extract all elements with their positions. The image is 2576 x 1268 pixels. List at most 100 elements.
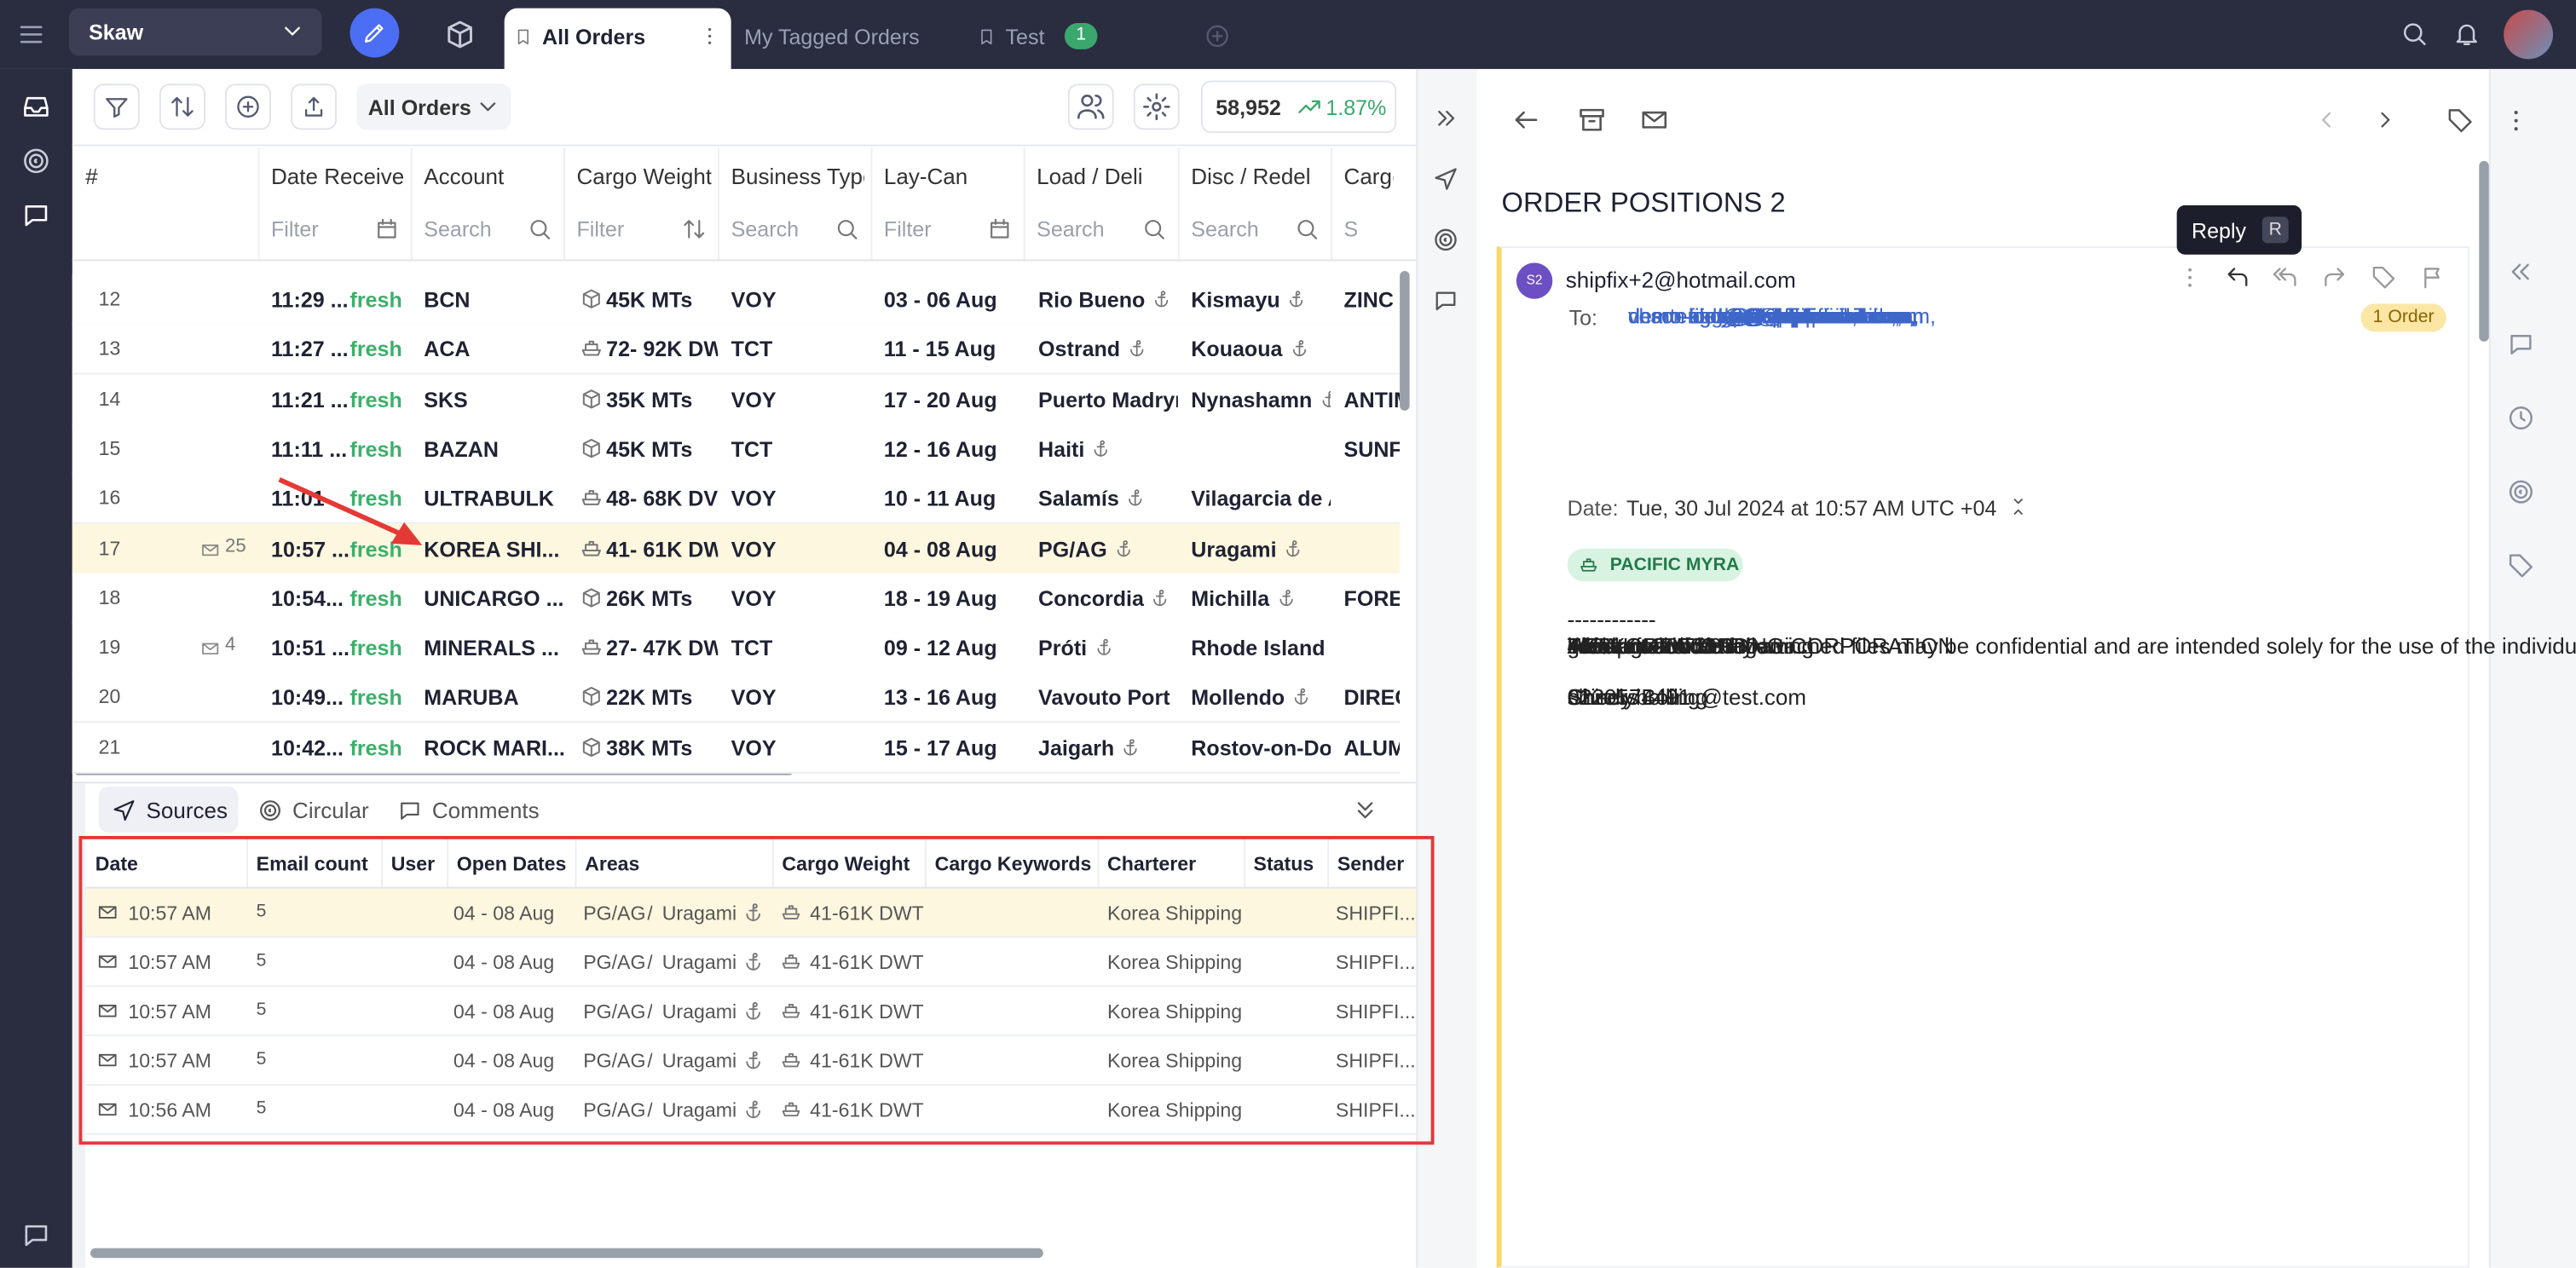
icon[interactable] [1511,105,1541,135]
icon[interactable] [21,92,51,122]
v-scrollbar[interactable] [1400,271,1410,411]
column-header[interactable]: Account [424,164,505,189]
filter-input[interactable]: Search [424,216,492,242]
column-header[interactable]: Lay-Can [883,164,968,189]
icon[interactable] [258,798,283,823]
source-header[interactable]: Cargo Weight [782,852,910,876]
subtab-label[interactable]: Comments [431,798,540,823]
subtab-label[interactable]: Circular [292,798,369,823]
icon[interactable] [1204,23,1231,49]
source-header[interactable]: Cargo Keywords [934,852,1092,876]
icon[interactable] [361,20,388,46]
view-label[interactable]: All Orders [367,95,471,120]
icon[interactable] [2507,552,2535,580]
tool-button[interactable] [1067,84,1114,130]
filter-input[interactable]: Search [731,216,800,242]
tool-button[interactable] [159,84,205,130]
icon[interactable] [2225,264,2251,291]
order-row[interactable]: 18 10:54... fresh UNICARGO ... 26K MTs VOY 18 … [72,573,1401,624]
column-header[interactable]: # [85,164,98,189]
source-row[interactable]: 10:57 AM 5 04 - 08 Aug PG/AG / Uragami 41-61K … [85,937,1417,988]
source-header[interactable]: Charterer [1107,852,1197,876]
source-header[interactable]: Open Dates [456,852,567,876]
icon[interactable] [2372,107,2399,133]
source-row[interactable]: 10:57 AM 5 04 - 08 Aug PG/AG / Uragami 41-61K … [85,888,1417,938]
source-header[interactable]: Date [95,852,138,876]
column-header[interactable]: Date Received [271,164,405,189]
source-row[interactable]: 10:57 AM 5 04 - 08 Aug PG/AG / Uragami 41-61K … [85,987,1417,1037]
tool-button[interactable] [1133,84,1180,130]
column-header[interactable]: Disc / Redel [1191,164,1311,189]
column-header[interactable]: Cargo [1343,164,1394,189]
icon[interactable] [1433,227,1459,253]
icon[interactable] [1076,92,1106,122]
icon[interactable] [21,200,51,230]
filter-input[interactable]: Search [1191,216,1259,242]
icon[interactable] [2321,264,2348,291]
icon[interactable] [103,94,130,120]
icon[interactable] [2420,264,2446,291]
source-row[interactable]: 10:57 AM 5 04 - 08 Aug PG/AG / Uragami 41-61K … [85,1036,1417,1086]
tool-button[interactable] [93,84,140,130]
icon[interactable] [112,798,136,823]
filter-input[interactable]: Filter [271,216,319,242]
source-header[interactable]: Areas [585,852,640,876]
recipient[interactable]: demo-sgdm@shipfixmail.com, [1627,303,1915,329]
filter-input[interactable]: Search [1037,216,1105,242]
active-tab[interactable] [504,8,731,69]
recipient[interactable]: demo-cscap1@shipfixmail.com [1627,303,1925,329]
icon[interactable] [1352,797,1378,823]
email-scrollbar[interactable] [2479,160,2489,342]
icon[interactable] [21,147,51,176]
order-row[interactable]: 12 11:29 ... fresh BCN 45K MTs VOY 03 - 06 Aug… [72,274,1401,326]
order-row[interactable]: 17 25 10:57 ... fresh KOREA SHI... 41- 61K DW… [72,522,1401,574]
recipient[interactable]: demo-kgdm@shipfixmail.com, [1627,303,1915,329]
icon[interactable] [2507,258,2535,286]
recipient[interactable]: demo-cscga@shipfixmail.com, [1627,303,1919,329]
icon[interactable] [2272,264,2298,291]
icon[interactable] [2502,107,2530,135]
recipient[interactable]: demo-aidwil@shipfixmail.com, [1627,303,1916,329]
order-row[interactable]: 14 11:21 ... fresh SKS 35K MTs VOY 17 - 20 Aug… [72,373,1401,425]
icon[interactable] [16,20,46,49]
icon[interactable] [1433,105,1459,131]
source-header[interactable]: User [390,852,436,876]
order-row[interactable]: 15 11:11 ... fresh BAZAN 45K MTs TCT 12 - 16 A… [72,424,1401,475]
icon[interactable] [21,1220,51,1250]
icon[interactable] [1577,105,1607,135]
order-row[interactable]: 19 4 10:51 ... fresh MINERALS ... 27- 47K DW T… [72,622,1401,674]
icon[interactable] [1433,287,1459,314]
icon[interactable] [2400,20,2429,48]
recipient[interactable]: demo-filos@shipfixmail.com, [1627,303,1901,329]
icon[interactable] [2507,330,2535,358]
source-row[interactable]: 10:56 AM 5 04 - 08 Aug PG/AG / Uragami 41-61K … [85,1085,1417,1135]
recipient[interactable]: demo-cscyh@shipfixmail.com, [1627,303,1917,329]
tab-label[interactable]: All Orders [542,24,646,49]
column-header[interactable]: Business Type [731,164,864,189]
user-avatar[interactable] [2504,9,2554,60]
orders-badge[interactable]: 1 Order [2360,303,2446,332]
recipient[interactable]: demo-lond@shipfixmail.com, [1627,303,1903,329]
icon[interactable] [443,18,477,51]
icon[interactable] [301,94,327,120]
icon[interactable] [170,94,196,120]
recipient[interactable]: veson-demo@shipfixmail.com, [1627,303,1920,329]
order-row[interactable]: 21 10:42... fresh ROCK MARI... 38K MTs VOY 15 … [72,722,1401,774]
icon[interactable] [280,18,306,44]
icon[interactable] [2446,107,2475,135]
tab-label[interactable]: My Tagged Orders [744,24,920,49]
workspace-select[interactable]: Skaw [68,8,322,56]
filter-input[interactable]: Search [1343,216,1357,242]
icon[interactable] [698,25,721,48]
icon[interactable] [2371,264,2397,291]
icon[interactable] [1639,105,1669,135]
filter-input[interactable]: Filter [576,216,625,242]
vessel-tag[interactable]: PACIFIC MYRA [1567,548,1743,582]
source-header[interactable]: Status [1253,852,1314,876]
tab-label[interactable]: Test [1005,24,1045,49]
icon[interactable] [235,94,262,120]
icon[interactable] [2313,107,2340,133]
icon[interactable] [2452,20,2481,48]
source-header[interactable]: Sender [1337,852,1405,876]
icon[interactable] [1141,92,1171,122]
